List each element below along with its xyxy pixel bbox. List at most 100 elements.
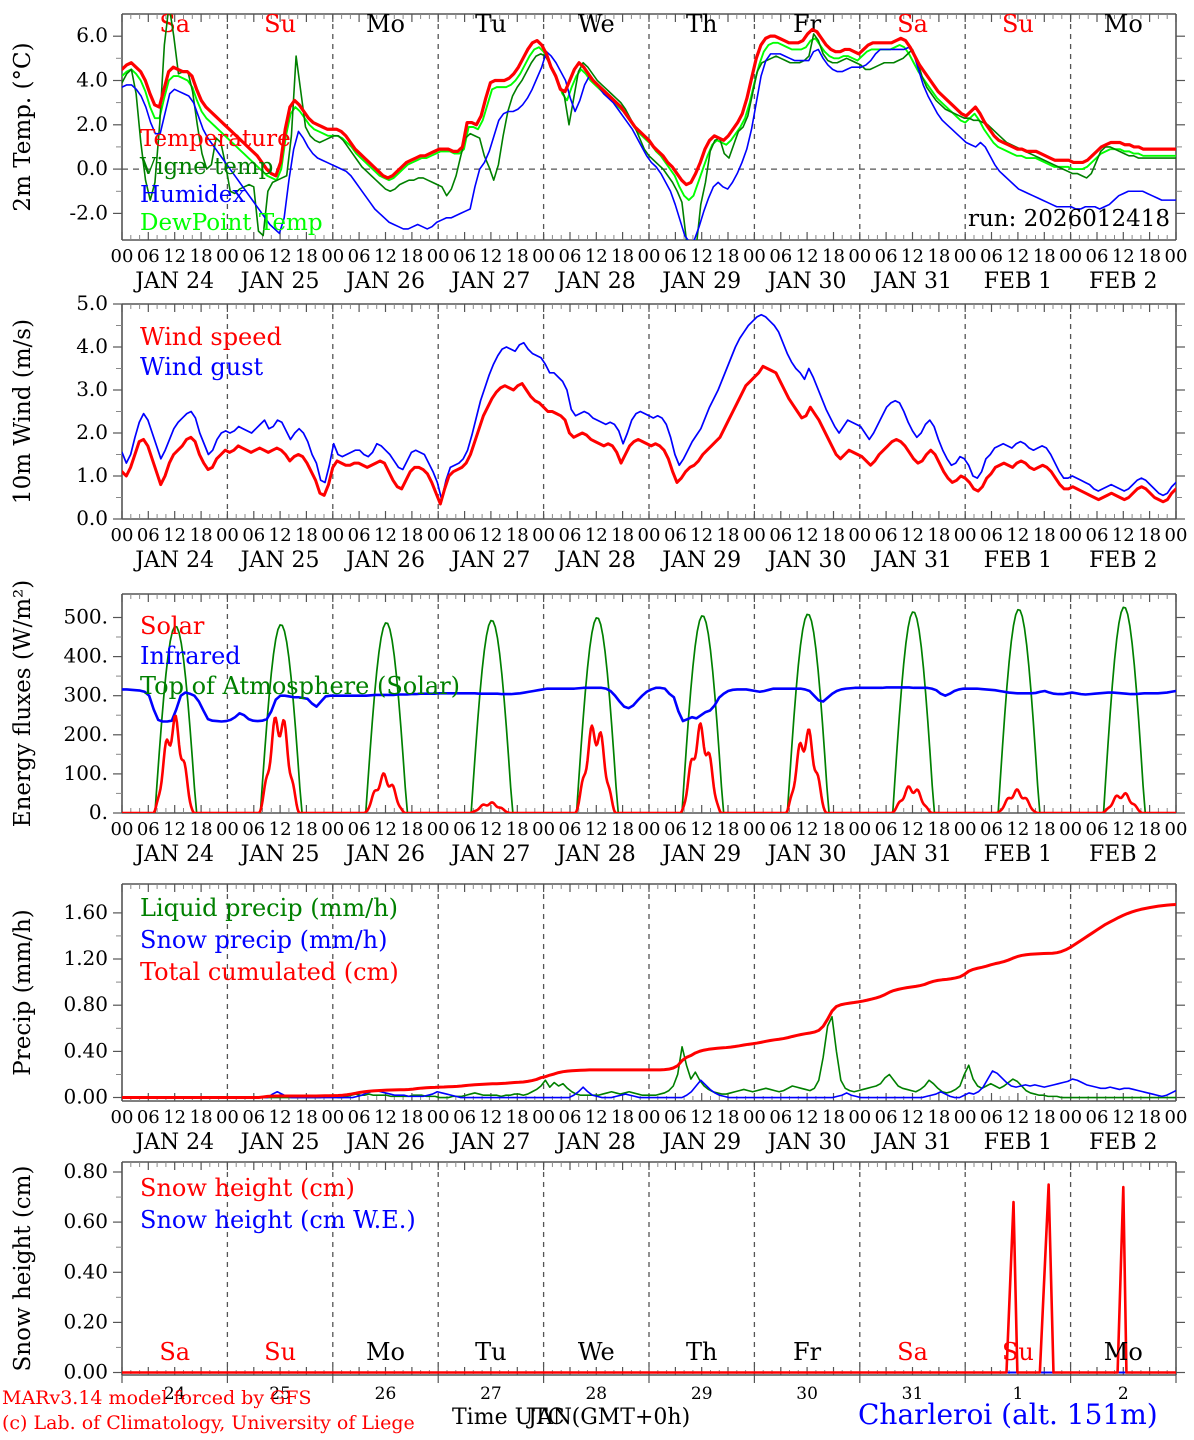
x-hour-label: 18 xyxy=(822,1107,845,1128)
x-hour-label: 00 xyxy=(427,246,450,267)
x-day-number: 1 xyxy=(1012,1384,1023,1404)
x-hour-label: 18 xyxy=(400,246,423,267)
x-hour-label: 18 xyxy=(190,246,213,267)
series-infrared xyxy=(122,686,1176,723)
y-tick-label: -2.0 xyxy=(69,200,108,224)
series-wind-gust xyxy=(122,313,1176,501)
y-tick-label: 0.00 xyxy=(63,1085,108,1109)
day-name-label: Sa xyxy=(159,10,190,38)
x-hour-label: 06 xyxy=(137,525,160,546)
day-name-label: Su xyxy=(1002,10,1034,38)
x-hour-label: 00 xyxy=(954,819,977,840)
x-hour-label: 18 xyxy=(506,819,529,840)
x-date-label: JAN 24 xyxy=(133,1130,214,1155)
x-date-label: JAN 28 xyxy=(555,269,636,294)
x-date-label: JAN 27 xyxy=(449,269,530,294)
x-hour-label: 18 xyxy=(400,819,423,840)
x-date-label: JAN 30 xyxy=(766,1130,847,1155)
x-hour-label: 18 xyxy=(1033,246,1056,267)
x-date-label: JAN 29 xyxy=(660,548,741,573)
x-hour-label: 06 xyxy=(559,246,582,267)
series-group-temperature xyxy=(122,14,1176,240)
y-tick-label: 1.0 xyxy=(76,463,108,487)
day-name-label: We xyxy=(578,1338,615,1366)
x-hour-label: 18 xyxy=(927,246,950,267)
day-name-label: Mo xyxy=(1104,1338,1143,1366)
x-date-label: JAN 27 xyxy=(449,842,530,867)
x-hour-label: 06 xyxy=(980,819,1003,840)
x-hour-label: 06 xyxy=(875,246,898,267)
y-tick-label: 3.0 xyxy=(76,377,108,401)
x-hour-label: 12 xyxy=(163,525,186,546)
legend-item: Top of Atmosphere (Solar) xyxy=(140,672,460,700)
x-hour-label: 18 xyxy=(717,1107,740,1128)
day-name-label: Su xyxy=(1002,1338,1034,1366)
y-tick-label: 1.60 xyxy=(63,900,108,924)
x-date-label: JAN 25 xyxy=(239,269,320,294)
x-date-label: JAN 30 xyxy=(766,269,847,294)
series-wind-speed xyxy=(122,364,1176,506)
x-hour-label: 18 xyxy=(717,246,740,267)
x-hour-label: 06 xyxy=(137,246,160,267)
x-hour-label: 00 xyxy=(638,1107,661,1128)
y-axis-title: 2m Temp. (°C) xyxy=(10,42,36,211)
x-hour-label: 00 xyxy=(638,246,661,267)
x-date-label: JAN 24 xyxy=(133,269,214,294)
legend-item: Solar xyxy=(140,612,205,640)
x-date-label: JAN 26 xyxy=(344,548,425,573)
x-hour-label: 00 xyxy=(532,1107,555,1128)
x-hour-label: 06 xyxy=(664,1107,687,1128)
x-hour-label: 00 xyxy=(743,819,766,840)
x-date-label: FEB 2 xyxy=(1089,1130,1157,1155)
x-hour-label: 00 xyxy=(321,819,344,840)
x-hour-label: 18 xyxy=(927,525,950,546)
x-hour-label: 18 xyxy=(295,819,318,840)
x-hour-label: 00 xyxy=(848,246,871,267)
x-hour-label: 06 xyxy=(137,1107,160,1128)
x-hour-label: 06 xyxy=(453,1107,476,1128)
x-hour-label: 00 xyxy=(321,1107,344,1128)
y-axis-title: Energy fluxes (W/m²) xyxy=(10,580,36,827)
x-hour-label: 12 xyxy=(374,819,397,840)
y-tick-label: 0. xyxy=(89,800,108,824)
x-hour-label: 12 xyxy=(269,246,292,267)
x-day-number: 25 xyxy=(269,1384,291,1404)
x-hour-label: 06 xyxy=(559,1107,582,1128)
x-hour-label: 12 xyxy=(1112,1107,1135,1128)
x-hour-label: 18 xyxy=(190,1107,213,1128)
x-hour-label: 12 xyxy=(585,525,608,546)
x-hour-label: 00 xyxy=(532,819,555,840)
series-group-energy xyxy=(122,606,1176,813)
x-date-label: JAN 26 xyxy=(344,1130,425,1155)
x-hour-label: 12 xyxy=(1112,525,1135,546)
x-hour-label: 12 xyxy=(479,525,502,546)
x-day-number: 30 xyxy=(796,1384,818,1404)
x-hour-label: 06 xyxy=(242,246,265,267)
y-tick-label: 0.80 xyxy=(63,1159,108,1183)
x-date-label: JAN 27 xyxy=(449,1130,530,1155)
x-hour-label: 12 xyxy=(479,246,502,267)
x-hour-label: 18 xyxy=(506,1107,529,1128)
x-hour-label: 18 xyxy=(295,525,318,546)
x-date-label: FEB 2 xyxy=(1089,269,1157,294)
x-hour-label: 00 xyxy=(1059,525,1082,546)
x-hour-label: 18 xyxy=(295,246,318,267)
x-date-label: JAN 25 xyxy=(239,548,320,573)
y-tick-label: 0.80 xyxy=(63,992,108,1016)
x-hour-label: 00 xyxy=(743,525,766,546)
day-name-label: Su xyxy=(264,1338,296,1366)
x-hour-label: 18 xyxy=(717,819,740,840)
x-hour-label: 00 xyxy=(954,246,977,267)
x-hour-label: 06 xyxy=(769,819,792,840)
legend-item: Wind gust xyxy=(140,353,264,381)
x-hour-label: 12 xyxy=(163,246,186,267)
x-day-number: 2 xyxy=(1118,1384,1129,1404)
x-hour-label: 18 xyxy=(1138,246,1161,267)
y-tick-label: 400. xyxy=(63,644,108,668)
x-hour-label: 18 xyxy=(1138,1107,1161,1128)
x-hour-label: 06 xyxy=(242,525,265,546)
x-hour-label: 12 xyxy=(1006,525,1029,546)
x-hour-label: 00 xyxy=(848,525,871,546)
x-hour-label: 12 xyxy=(1006,1107,1029,1128)
